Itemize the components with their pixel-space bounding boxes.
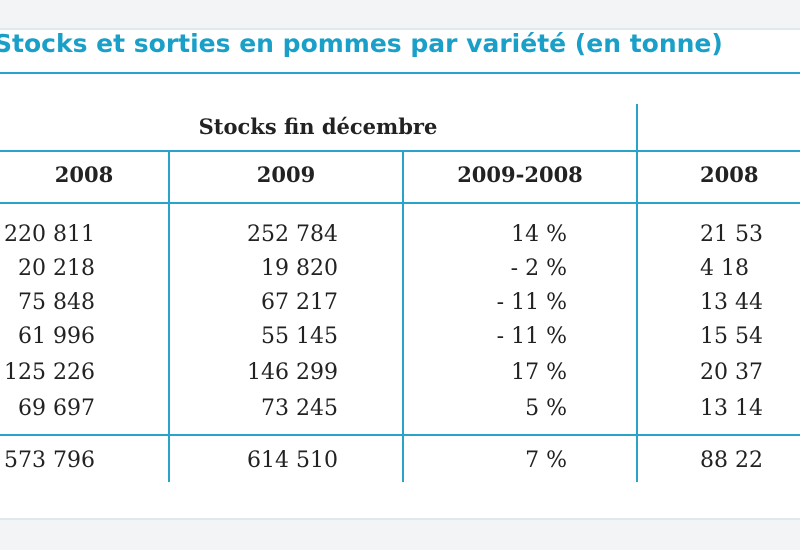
title-underline [0,72,800,74]
table-cell: 15 54 [700,324,763,349]
table-cell: 61 996 [18,324,95,349]
column-header: 2008 [54,162,114,187]
table-cell: 75 848 [18,290,95,315]
table-cell: 21 53 [700,222,763,247]
table-cell: 17 % [511,360,567,385]
table-card [0,28,800,520]
column-header: 2008 [700,162,759,187]
total-cell: 573 796 [4,448,95,473]
table-cell: 125 226 [4,360,95,385]
total-separator [0,434,800,436]
table-cell: 5 % [525,396,567,421]
table-cell: - 2 % [510,256,567,281]
table-cell: 20 218 [18,256,95,281]
table-cell: 69 697 [18,396,95,421]
table-cell: 55 145 [261,324,338,349]
column-divider [402,152,404,482]
group-divider [636,104,638,482]
table-cell: 13 44 [700,290,763,315]
table-cell: 19 820 [261,256,338,281]
table-cell: 252 784 [247,222,338,247]
total-cell: 614 510 [247,448,338,473]
table-cell: 220 811 [4,222,95,247]
total-cell: 88 22 [700,448,763,473]
total-cell: 7 % [525,448,567,473]
table-cell: 13 14 [700,396,763,421]
table-cell: 73 245 [261,396,338,421]
table-cell: 14 % [511,222,567,247]
table-cell: 4 18 [700,256,749,281]
table-title: Stocks et sorties en pommes par variété … [0,29,723,58]
table-cell: 146 299 [247,360,338,385]
column-header-separator [0,202,800,204]
column-header: 2009 [256,162,316,187]
table-cell: 20 37 [700,360,763,385]
table-cell: - 11 % [496,290,567,315]
column-divider [168,152,170,482]
header-separator [0,150,800,152]
table-cell: 67 217 [261,290,338,315]
table-cell: - 11 % [496,324,567,349]
column-header: 2009-2008 [457,162,583,187]
group-header: Stocks fin décembre [198,114,438,139]
